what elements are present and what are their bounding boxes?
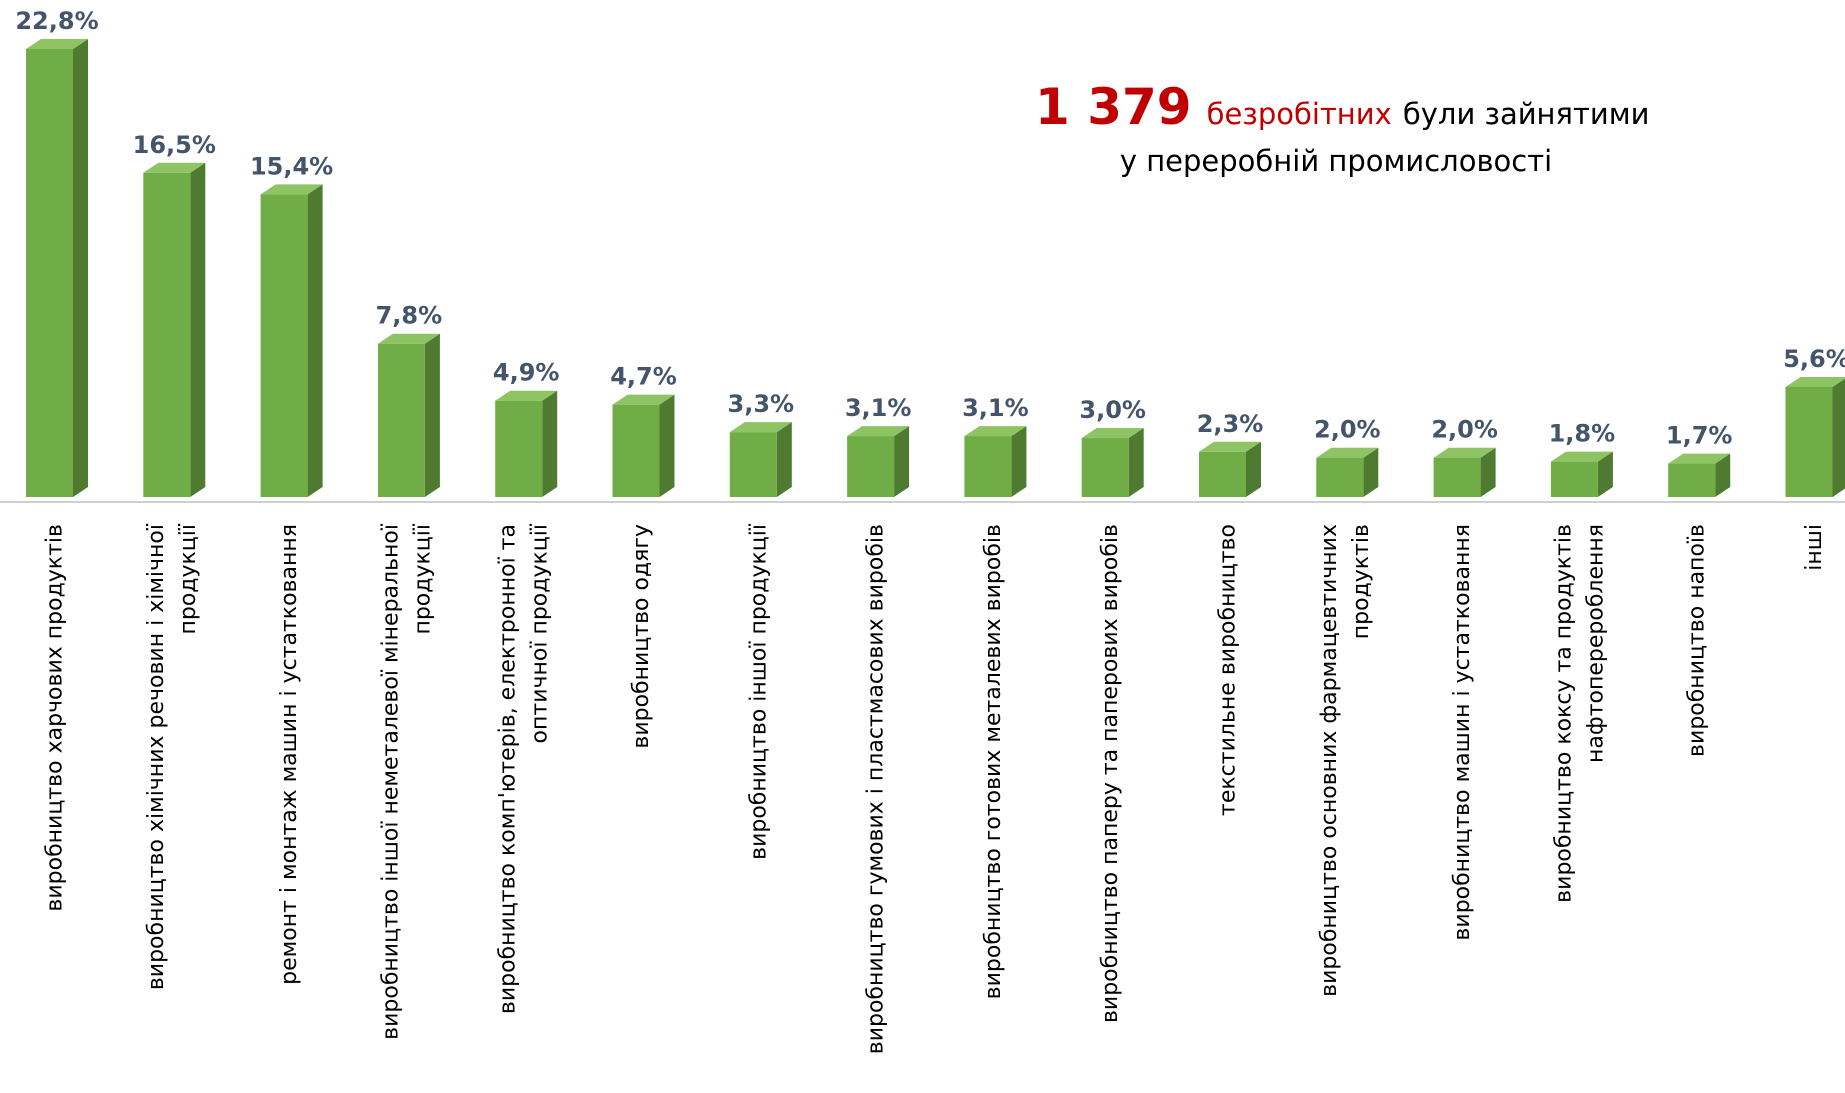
- bar: [847, 436, 895, 497]
- x-tick-label: текстильне виробництво: [1216, 524, 1241, 816]
- x-tick-label: виробництво іншої неметалевої мінерально…: [378, 523, 403, 1040]
- x-tick-label: виробництво готових металевих виробів: [981, 524, 1006, 999]
- value-label: 2,0%: [1314, 416, 1381, 444]
- bar-side: [73, 39, 88, 497]
- value-label: 4,9%: [493, 359, 560, 387]
- x-tick-label: нафтоперероблення: [1583, 524, 1608, 763]
- bar-top: [1668, 453, 1731, 464]
- value-label: 3,1%: [962, 394, 1029, 422]
- x-tick-label: продуктів: [1349, 524, 1374, 639]
- bar-top: [377, 333, 440, 344]
- bar-top: [847, 426, 910, 437]
- annotation: 1 379 безробітних були зайнятими: [1035, 78, 1649, 136]
- x-tick-label: виробництво одягу: [629, 524, 654, 749]
- annotation-line2: у переробній промисловості: [1120, 144, 1552, 178]
- value-label: 16,5%: [133, 131, 216, 159]
- value-label: 2,3%: [1197, 410, 1264, 438]
- bar-side: [424, 333, 440, 497]
- bar: [1316, 457, 1364, 497]
- value-label: 15,4%: [250, 152, 333, 180]
- bar-top: [1785, 376, 1845, 387]
- bar-top: [1199, 441, 1261, 452]
- bar-side: [1128, 428, 1144, 497]
- bar-top: [1433, 447, 1496, 458]
- bar: [1550, 461, 1598, 497]
- x-tick-label: виробництво паперу та паперових виробів: [1098, 524, 1123, 1023]
- bar: [1199, 451, 1246, 497]
- bar-top: [729, 422, 792, 433]
- bar-side: [1011, 426, 1027, 497]
- bar-side: [659, 394, 675, 497]
- annotation-text: були зайнятими: [1403, 97, 1650, 131]
- value-label: 22,8%: [15, 7, 98, 35]
- value-label: 1,8%: [1549, 420, 1616, 448]
- bar: [495, 400, 543, 497]
- bar-side: [776, 422, 792, 497]
- bar-top: [1081, 428, 1144, 439]
- bar-side: [1832, 378, 1845, 497]
- x-tick-label: виробництво гумових і пластмасових вироб…: [864, 524, 889, 1054]
- annotation-highlight: безробітних: [1207, 97, 1392, 131]
- bar-top: [143, 162, 206, 173]
- bar-top: [1550, 451, 1613, 462]
- value-label: 1,7%: [1666, 422, 1733, 450]
- x-tick-label: оптичної продукції: [528, 523, 553, 743]
- bar-side: [1715, 453, 1731, 497]
- bar-side: [307, 184, 323, 497]
- bar: [377, 343, 425, 497]
- bar: [260, 194, 308, 497]
- bar: [1668, 463, 1716, 497]
- bar-side: [894, 426, 910, 497]
- bar-top: [612, 394, 675, 405]
- bar: [612, 404, 660, 497]
- x-tick-label: інші: [1802, 524, 1827, 571]
- bar-top: [495, 390, 558, 401]
- bar: [1785, 386, 1833, 497]
- bar-side: [1597, 451, 1613, 497]
- x-tick-label: виробництво коксу та продуктів: [1551, 524, 1576, 903]
- x-tick-label: виробництво іншої продукції: [746, 523, 771, 860]
- value-label: 4,7%: [610, 363, 677, 391]
- bar: [1081, 438, 1129, 497]
- x-tick-label: виробництво напоїв: [1685, 524, 1710, 757]
- value-label: 3,1%: [845, 394, 912, 422]
- x-tick-label: продукції: [410, 523, 435, 634]
- bar: [1433, 457, 1481, 497]
- bar-side: [190, 162, 206, 497]
- bar: [964, 436, 1012, 497]
- value-label: 3,3%: [728, 390, 795, 418]
- bar-side: [1480, 447, 1496, 497]
- annotation-number: 1 379: [1035, 78, 1192, 136]
- x-tick-label: виробництво машин і устатковання: [1450, 524, 1475, 941]
- value-label: 5,6%: [1783, 345, 1845, 373]
- bar-side: [542, 390, 558, 497]
- value-label: 2,0%: [1431, 416, 1498, 444]
- bar-side: [1363, 447, 1379, 497]
- bar-top: [964, 426, 1027, 437]
- bar-side: [1246, 441, 1261, 497]
- x-tick-label: продукції: [176, 523, 201, 634]
- x-tick-label: виробництво хімічних речовин і хімічної: [144, 523, 169, 990]
- bar: [143, 172, 191, 497]
- x-tick-label: ремонт і монтаж машин і устатковання: [277, 524, 302, 985]
- x-tick-label: виробництво комп'ютерів, електронної та: [496, 524, 521, 1014]
- bar: [729, 432, 777, 497]
- bar-top: [26, 39, 88, 49]
- x-tick-label: виробництво харчових продуктів: [43, 524, 68, 912]
- value-label: 7,8%: [376, 302, 443, 330]
- bar-top: [260, 184, 323, 195]
- bar-top: [1316, 447, 1379, 458]
- value-label: 3,0%: [1079, 396, 1146, 424]
- x-tick-label: виробництво основних фармацевтичних: [1317, 524, 1342, 997]
- bar: [26, 49, 73, 497]
